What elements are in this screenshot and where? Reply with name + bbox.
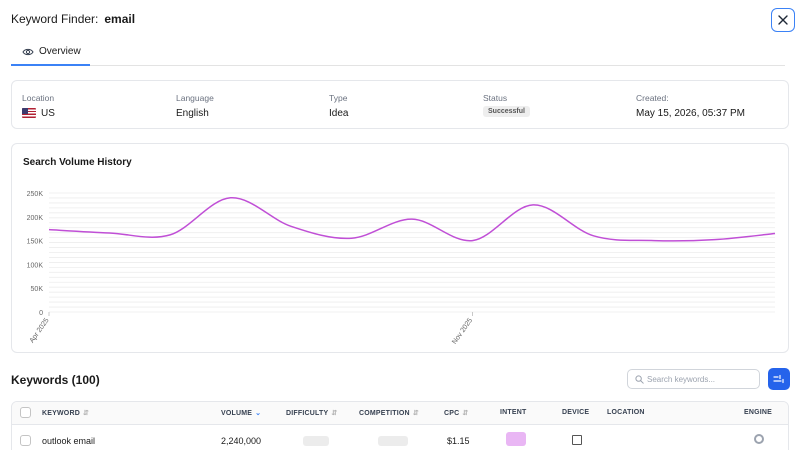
y-tick-label: 50K: [31, 286, 44, 293]
row-checkbox[interactable]: [20, 435, 31, 446]
row-keyword[interactable]: outlook email: [42, 436, 96, 446]
col-competition-label: COMPETITION: [359, 410, 410, 417]
sort-icon: ⇵: [331, 410, 338, 417]
sort-desc-icon: ⌄: [255, 410, 262, 417]
tab-bar: Overview: [11, 40, 785, 66]
status-label: Status: [483, 93, 508, 103]
col-keyword[interactable]: KEYWORD ⇵: [42, 409, 89, 417]
tab-overview-label: Overview: [39, 46, 81, 57]
us-flag-icon: [22, 108, 36, 118]
col-device: DEVICE: [562, 409, 590, 416]
keyword-info-card: Location US Language English Type Idea S…: [11, 80, 789, 129]
y-tick-label: 200K: [27, 215, 44, 222]
col-cpc-label: CPC: [444, 410, 460, 417]
keywords-title: Keywords (100): [11, 373, 100, 387]
search-icon: [635, 375, 644, 384]
chart-title: Search Volume History: [23, 157, 132, 168]
title-keyword: email: [104, 12, 136, 26]
sort-icon: ⇵: [82, 410, 90, 417]
desktop-icon: [572, 435, 582, 445]
x-tick-label: Apr 2025: [29, 317, 51, 344]
y-tick-label: 150K: [27, 239, 44, 246]
sort-icon: ⇵: [462, 410, 469, 417]
created-label: Created:: [636, 93, 669, 103]
col-competition[interactable]: COMPETITION ⇵: [359, 409, 419, 417]
search-volume-chart: 0 50K 100K 150K 200K 250K Apr 2025 Nov 2025: [27, 191, 776, 346]
y-tick-label: 250K: [27, 191, 44, 198]
col-volume-label: VOLUME: [221, 410, 253, 417]
row-volume: 2,240,000: [221, 436, 262, 446]
col-intent: INTENT: [500, 409, 527, 416]
page-title: Keyword Finder: email: [11, 12, 135, 26]
col-engine: ENGINE: [744, 409, 773, 416]
keyword-search: [627, 369, 760, 389]
language-value: English: [176, 108, 209, 119]
search-volume-line: [48, 197, 776, 242]
col-location: LOCATION: [607, 409, 645, 416]
keyword-search-input[interactable]: [647, 372, 757, 386]
filter-icon: [773, 374, 784, 384]
close-icon: [778, 15, 788, 25]
y-tick-label: 0: [39, 310, 43, 317]
eye-icon: [22, 48, 34, 56]
table-row[interactable]: outlook email 2,240,000 $1.15: [12, 425, 788, 450]
y-tick-label: 100K: [27, 262, 44, 269]
location-value: US: [41, 108, 55, 119]
title-prefix: Keyword Finder:: [11, 12, 99, 26]
location-label: Location: [22, 93, 55, 103]
google-icon: [754, 434, 764, 444]
search-volume-chart-card: Search Volume History 0 50K 100K 150K 200K 25…: [11, 143, 789, 353]
keywords-table: KEYWORD ⇵ VOLUME ⌄ DIFFICULTY ⇵ COMPETITION…: [11, 401, 789, 450]
close-button[interactable]: [771, 8, 795, 32]
competition-badge: [378, 436, 408, 446]
intent-badge: [506, 432, 526, 446]
x-tick-label: Nov 2025: [451, 317, 474, 346]
col-volume[interactable]: VOLUME ⌄: [221, 409, 261, 417]
tab-overview[interactable]: Overview: [11, 40, 90, 66]
language-label: Language: [176, 93, 214, 103]
col-keyword-label: KEYWORD: [42, 410, 80, 417]
status-badge: Successful: [483, 106, 530, 117]
difficulty-badge: [303, 436, 329, 446]
sort-icon: ⇵: [412, 410, 419, 417]
table-header: KEYWORD ⇵ VOLUME ⌄ DIFFICULTY ⇵ COMPETITION…: [12, 402, 788, 425]
type-label: Type: [329, 93, 348, 103]
col-cpc[interactable]: CPC ⇵: [444, 409, 468, 417]
created-value: May 15, 2026, 05:37 PM: [636, 108, 745, 119]
col-difficulty[interactable]: DIFFICULTY ⇵: [286, 409, 337, 417]
select-all-checkbox[interactable]: [20, 407, 31, 418]
col-difficulty-label: DIFFICULTY: [286, 410, 329, 417]
row-cpc: $1.15: [447, 436, 470, 446]
filter-button[interactable]: [768, 368, 790, 390]
modal-header: Keyword Finder: email: [0, 0, 800, 40]
type-value: Idea: [329, 108, 349, 119]
